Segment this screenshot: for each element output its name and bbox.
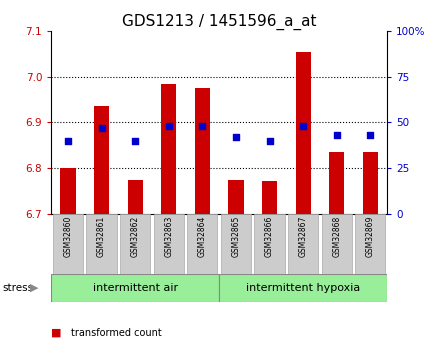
Text: intermittent air: intermittent air (93, 283, 178, 293)
Text: GSM32861: GSM32861 (97, 216, 106, 257)
Text: GSM32863: GSM32863 (164, 216, 173, 257)
Text: GSM32868: GSM32868 (332, 216, 341, 257)
Bar (161, 83, 176, 214)
Bar (154, 214, 184, 274)
Text: GSM32869: GSM32869 (366, 216, 375, 257)
Bar (221, 214, 251, 274)
Bar (219, 274, 387, 302)
Bar (228, 180, 243, 214)
Text: GSM32865: GSM32865 (231, 216, 240, 257)
Bar (262, 180, 277, 214)
Bar (187, 214, 218, 274)
Text: ▶: ▶ (30, 283, 39, 293)
Point (299, 124, 307, 129)
Point (266, 138, 273, 144)
Text: transformed count: transformed count (71, 328, 162, 338)
Bar (61, 168, 76, 214)
Point (98, 125, 105, 131)
Text: GSM32867: GSM32867 (299, 216, 307, 257)
Bar (288, 214, 318, 274)
Text: intermittent hypoxia: intermittent hypoxia (246, 283, 360, 293)
Text: GSM32866: GSM32866 (265, 216, 274, 257)
Point (367, 132, 374, 138)
Point (132, 138, 139, 144)
Point (199, 124, 206, 129)
Point (232, 134, 239, 140)
Bar (329, 152, 344, 214)
Bar (295, 52, 311, 214)
Bar (195, 88, 210, 214)
Text: ■: ■ (51, 328, 62, 338)
Bar (128, 180, 143, 214)
Bar (94, 107, 109, 214)
Point (65, 138, 72, 144)
Point (333, 132, 340, 138)
Bar (86, 214, 117, 274)
Text: GSM32860: GSM32860 (64, 216, 73, 257)
Bar (355, 214, 385, 274)
Bar (322, 214, 352, 274)
Point (165, 124, 172, 129)
Bar (51, 274, 219, 302)
Title: GDS1213 / 1451596_a_at: GDS1213 / 1451596_a_at (122, 13, 316, 30)
Bar (120, 214, 150, 274)
Text: stress: stress (2, 283, 33, 293)
Bar (53, 214, 83, 274)
Bar (363, 152, 378, 214)
Text: GSM32864: GSM32864 (198, 216, 207, 257)
Text: GSM32862: GSM32862 (131, 216, 140, 257)
Bar (255, 214, 285, 274)
